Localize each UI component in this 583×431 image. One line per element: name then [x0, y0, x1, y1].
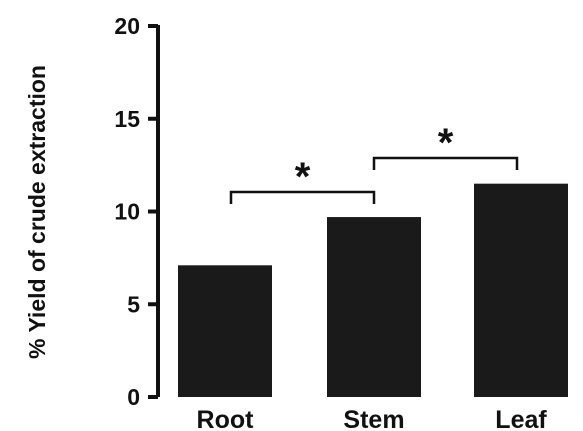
x-category-label: Root: [197, 406, 255, 431]
bars: [178, 183, 568, 397]
x-axis-labels: Root Stem Leaf: [197, 406, 548, 431]
bar-root: [178, 265, 272, 397]
y-axis: 0 5 10 15 20: [114, 13, 160, 410]
significance-star: *: [295, 155, 311, 199]
significance-bracket: [372, 156, 519, 170]
bar-leaf: [474, 183, 568, 397]
x-category-label: Leaf: [495, 406, 547, 431]
y-tick-label: 20: [114, 13, 140, 39]
y-axis-label: % Yield of crude extraction: [24, 65, 50, 359]
x-category-label: Stem: [343, 406, 404, 431]
bar-stem: [327, 217, 421, 397]
y-tick-label: 0: [127, 384, 140, 410]
y-tick-label: 5: [127, 291, 140, 317]
significance-bracket: [229, 190, 376, 204]
y-tick-label: 10: [114, 199, 140, 225]
significance-annotations: **: [229, 121, 519, 204]
significance-star: *: [438, 121, 454, 165]
y-tick-label: 15: [114, 106, 140, 132]
